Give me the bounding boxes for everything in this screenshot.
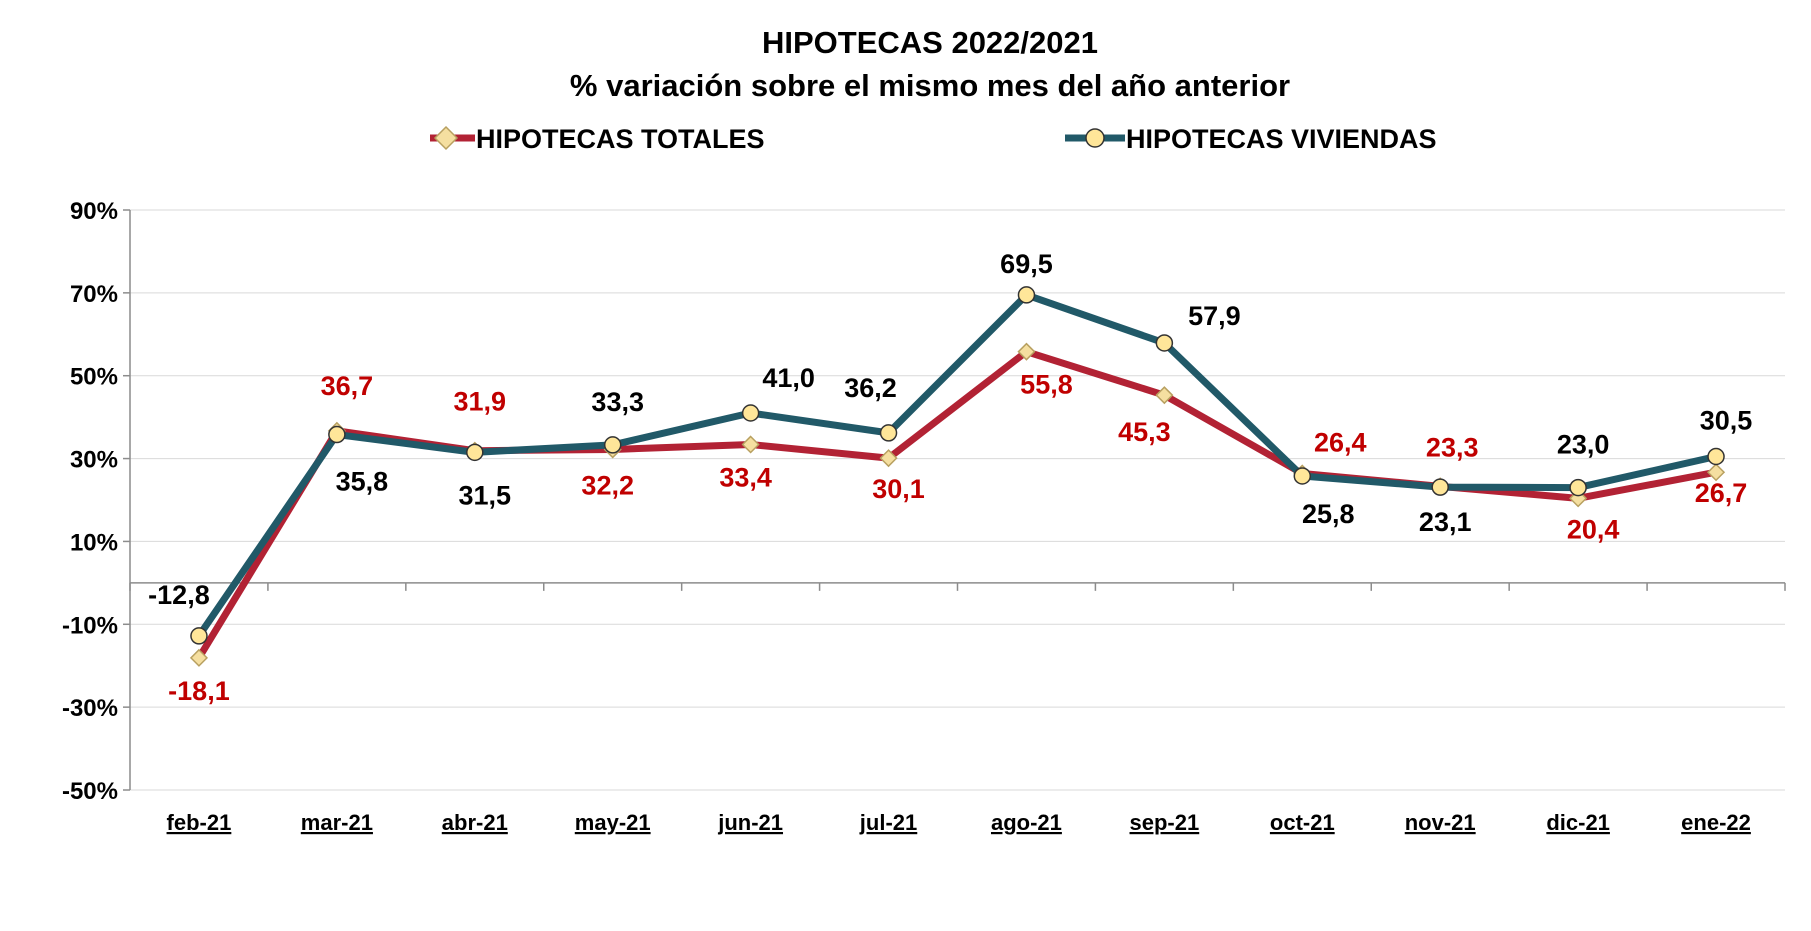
legend-item-viviendas: HIPOTECAS VIVIENDAS (1065, 124, 1437, 154)
data-label: 23,3 (1426, 432, 1479, 462)
data-label: 33,3 (591, 387, 644, 417)
data-label: 23,0 (1557, 430, 1610, 460)
legend-label-totales: HIPOTECAS TOTALES (476, 124, 765, 154)
x-tick-label: jul-21 (859, 810, 917, 835)
y-tick-label: 50% (70, 364, 118, 391)
data-point (1707, 447, 1725, 466)
data-point (1155, 334, 1174, 352)
data-label: 36,2 (844, 373, 897, 403)
data-label: 25,8 (1302, 499, 1355, 529)
y-tick-label: 90% (70, 198, 118, 225)
x-axis: feb-21 mar-21 abr-21 may-21 jun-21 jul-21 ago-… (129, 582, 1786, 835)
series-layer (189, 286, 1726, 667)
x-tick-label: feb-21 (167, 810, 232, 835)
data-label: -18,1 (168, 676, 230, 706)
y-tick-label: 70% (70, 281, 118, 308)
x-tick-label: mar-21 (301, 810, 373, 835)
data-label: 41,0 (762, 363, 815, 393)
data-point (190, 627, 208, 645)
y-tick-label: -50% (62, 778, 118, 805)
data-label: 57,9 (1188, 301, 1241, 331)
data-label: 32,2 (581, 470, 634, 500)
data-label: 31,9 (454, 387, 507, 417)
legend-marker-totales (433, 125, 459, 151)
data-point (1017, 286, 1036, 304)
x-tick-label: ene-22 (1681, 810, 1751, 835)
data-point (1431, 478, 1449, 496)
data-label: 33,4 (719, 462, 772, 492)
y-tick-label: 10% (70, 529, 118, 556)
data-label: 31,5 (459, 480, 512, 510)
chart-title: HIPOTECAS 2022/2021 (762, 25, 1098, 60)
data-label: 55,8 (1020, 370, 1073, 400)
x-tick-label: dic-21 (1546, 810, 1610, 835)
data-point (1017, 342, 1036, 361)
data-labels: -18,1 36,7 31,9 32,2 33,4 30,1 55,8 45,3 26,4 23,… (148, 249, 1752, 706)
y-tick-label: 30% (70, 447, 118, 474)
x-tick-label: abr-21 (442, 810, 508, 835)
data-label: 69,5 (1000, 249, 1053, 279)
data-label: 35,8 (336, 467, 389, 497)
data-point (328, 425, 346, 444)
chart-subtitle: % variación sobre el mismo mes del año a… (570, 68, 1290, 103)
x-tick-label: oct-21 (1270, 810, 1335, 835)
data-point (603, 436, 622, 454)
data-point (741, 435, 760, 454)
y-tick-label: -30% (62, 695, 118, 722)
gridlines (130, 209, 1785, 791)
data-point (466, 443, 484, 462)
y-tick-label: -10% (62, 612, 118, 639)
data-label: 30,1 (872, 474, 925, 504)
data-label: 26,7 (1695, 478, 1748, 508)
data-point (741, 404, 760, 422)
legend-label-viviendas: HIPOTECAS VIVIENDAS (1126, 124, 1437, 154)
y-axis: 90% 70% 50% 30% 10% -10% -30% -50% (62, 198, 131, 805)
series-viviendas (190, 286, 1725, 645)
x-tick-label: ago-21 (991, 810, 1062, 835)
series-line (196, 291, 1717, 638)
legend: HIPOTECAS TOTALES HIPOTECAS VIVIENDAS (430, 124, 1437, 154)
data-point (1155, 386, 1174, 405)
data-point (1569, 478, 1587, 497)
series-line (195, 348, 1717, 660)
data-point (1293, 467, 1312, 485)
data-point (189, 648, 209, 667)
legend-marker-viviendas (1085, 128, 1105, 148)
data-label: 45,3 (1118, 417, 1171, 447)
series-totales (189, 342, 1726, 667)
data-label: 23,1 (1419, 507, 1472, 537)
x-tick-label: nov-21 (1405, 810, 1476, 835)
data-label: -12,8 (148, 580, 210, 610)
data-label: 30,5 (1700, 406, 1753, 436)
x-tick-label: jun-21 (717, 810, 783, 835)
data-point (879, 449, 898, 468)
data-point (1706, 463, 1726, 482)
data-label: 20,4 (1567, 514, 1620, 544)
x-tick-label: sep-21 (1130, 810, 1200, 835)
legend-item-totales: HIPOTECAS TOTALES (430, 124, 765, 154)
x-tick-label: may-21 (575, 810, 651, 835)
data-label: 26,4 (1314, 427, 1367, 457)
data-label: 36,7 (321, 371, 374, 401)
data-point (879, 424, 898, 442)
